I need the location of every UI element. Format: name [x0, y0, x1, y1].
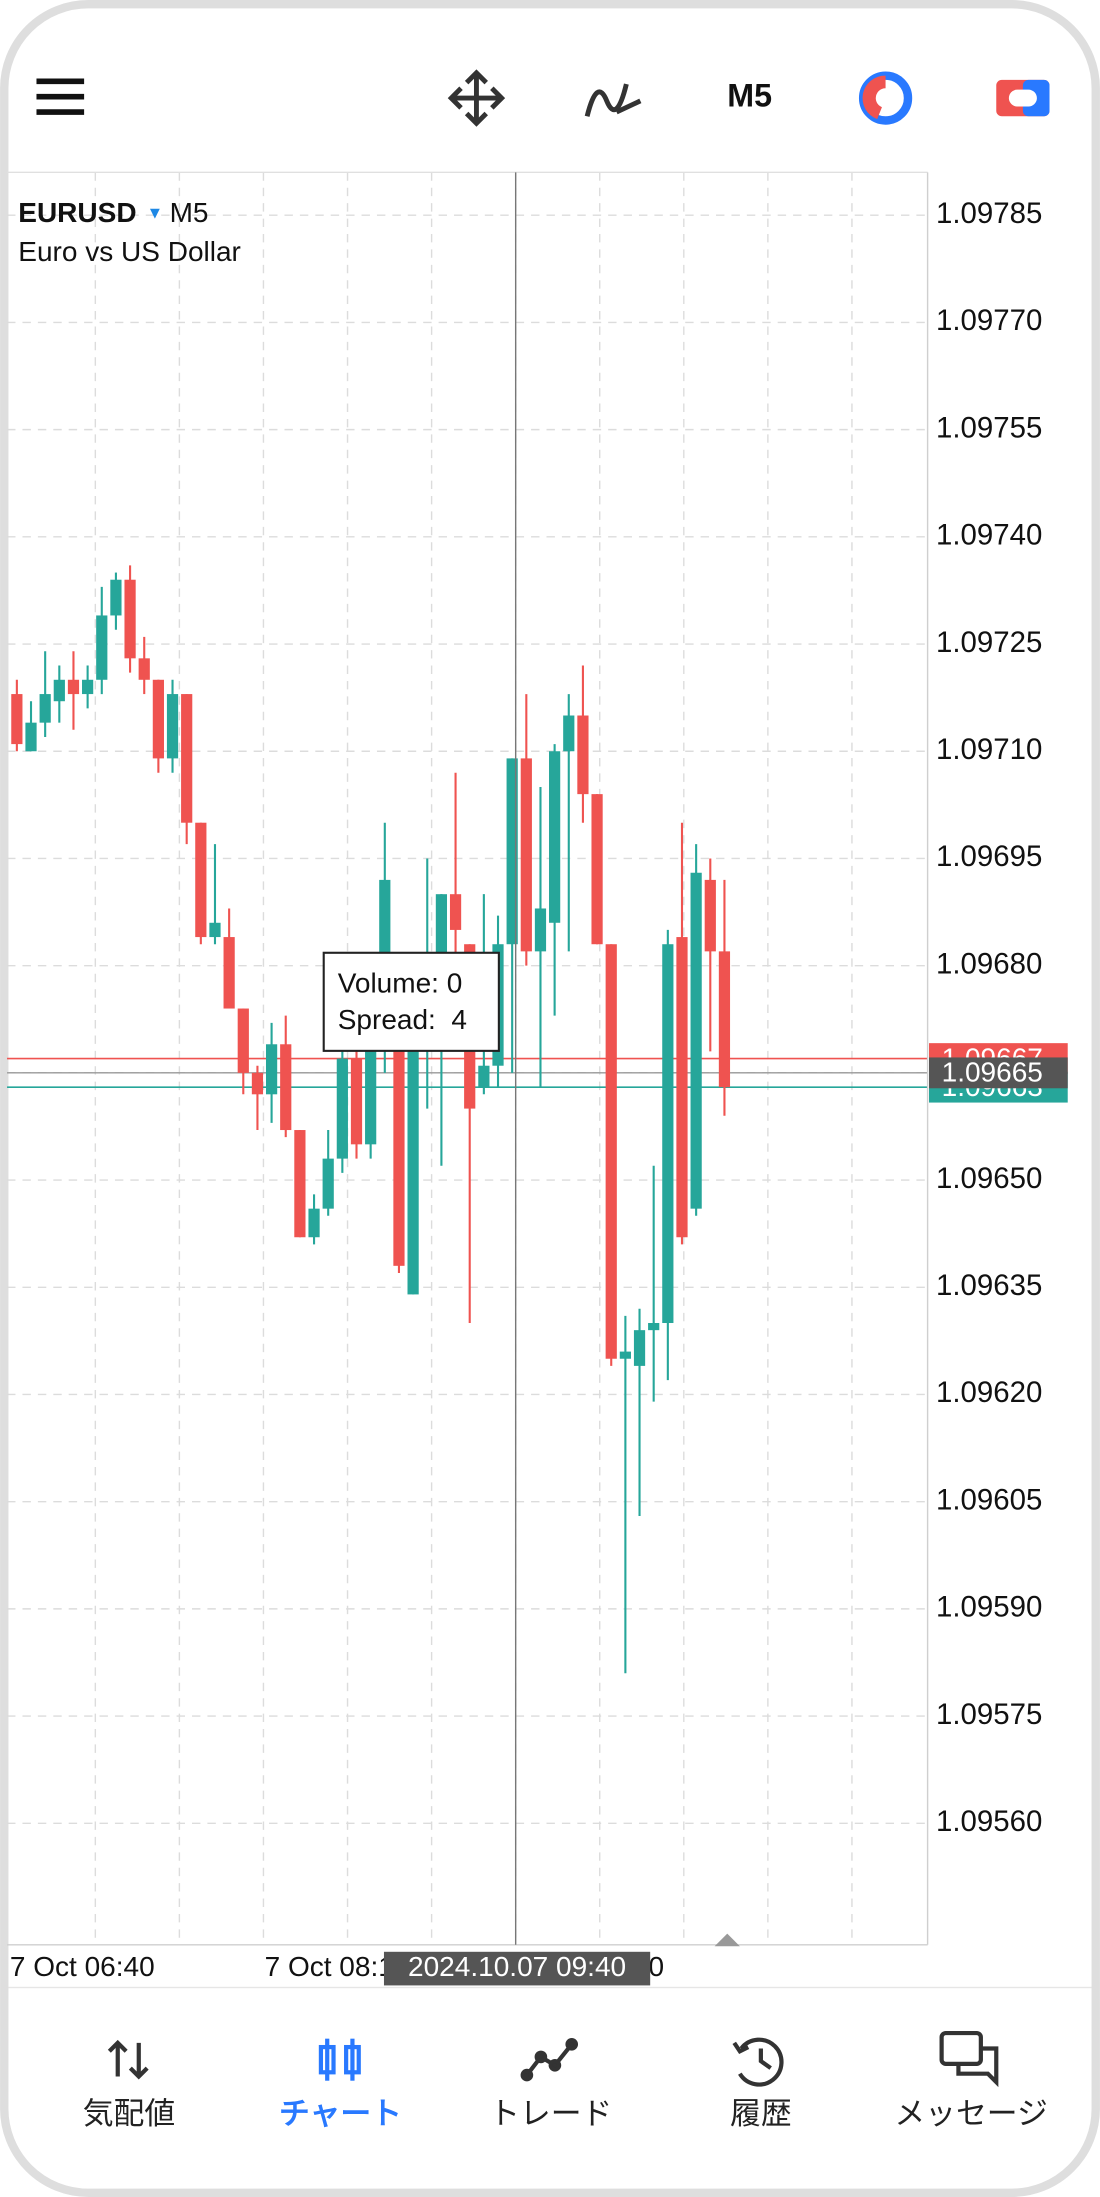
candle-body: [166, 694, 179, 759]
messages-icon: [939, 2030, 999, 2088]
candle-body: [633, 1330, 646, 1366]
bottom-nav: 気配値 チャート トレード 履歴 メッセージ: [83, 2096, 1048, 2131]
candle-body: [39, 694, 51, 723]
y-tick-label: 1.09725: [936, 626, 1042, 659]
candle-body: [223, 937, 235, 1009]
nav-icons: [107, 2030, 999, 2088]
candle-body: [82, 679, 94, 695]
y-tick-label: 1.09635: [936, 1269, 1042, 1302]
y-tick-label: 1.09680: [936, 947, 1042, 980]
candle-body: [11, 694, 23, 745]
y-tick-label: 1.09740: [936, 519, 1042, 552]
candle-body: [435, 894, 448, 980]
candle-body: [350, 1058, 363, 1145]
candle-body: [25, 722, 37, 752]
symbol[interactable]: EURUSD: [18, 197, 136, 228]
one-click-trading[interactable]: [858, 71, 913, 125]
y-tick-label: 1.09695: [936, 840, 1042, 873]
y-tick-label: 1.09755: [936, 411, 1042, 444]
candle-body: [449, 894, 462, 930]
nav-label[interactable]: 気配値: [83, 2096, 175, 2131]
nav-divider: [8, 1986, 1092, 1989]
x-tick-label: 7 Oct 06:40: [10, 1951, 155, 1982]
candle-body: [662, 944, 674, 1324]
candle-body: [53, 679, 65, 702]
candle-body: [138, 658, 150, 680]
indicator-tool[interactable]: [584, 83, 642, 117]
candle-body: [209, 922, 221, 938]
tooltip-volume: Volume: 0: [338, 967, 463, 998]
symbol-description: Euro vs US Dollar: [18, 236, 241, 267]
candle-body: [577, 715, 589, 795]
candle-body: [280, 1044, 292, 1131]
y-tick-label: 1.09605: [936, 1483, 1042, 1516]
candle-body: [152, 679, 164, 759]
candle-body: [520, 758, 532, 952]
nav-label[interactable]: トレード: [489, 2096, 612, 2131]
candle-body: [322, 1158, 334, 1209]
y-tick-label: 1.09785: [936, 197, 1042, 230]
candle-body: [251, 1072, 264, 1095]
candle-body: [605, 944, 617, 1359]
candle-body: [365, 1051, 377, 1145]
tooltip-spread: Spread: 4: [338, 1004, 467, 1035]
crosshair-time-box: [383, 1951, 651, 1986]
symbol-dropdown[interactable]: [149, 208, 160, 219]
candle-body: [478, 1065, 490, 1088]
nav-label[interactable]: チャート: [279, 2096, 402, 2131]
candle-body: [294, 1130, 306, 1238]
candle-body: [563, 715, 575, 752]
crosshair-price-label-box: [929, 1057, 1068, 1089]
candle-body: [549, 751, 561, 923]
chart-timeframe: M5: [170, 197, 209, 228]
nav-label[interactable]: 履歴: [730, 2096, 792, 2131]
candle-body: [393, 1037, 405, 1266]
candle-body: [181, 694, 193, 823]
candle-body: [195, 822, 207, 938]
quotes-icon: [107, 2039, 149, 2080]
history-icon: [732, 2037, 784, 2087]
y-tick-label: 1.09650: [936, 1162, 1042, 1195]
chart-icon: [318, 2038, 361, 2081]
crosshair-price-label: 1.09665: [942, 1057, 1043, 1088]
candle-body: [591, 794, 603, 945]
y-tick-label: 1.09770: [936, 304, 1042, 337]
candle-body: [407, 1037, 419, 1295]
candle-body: [676, 937, 688, 1238]
y-tick-label: 1.09620: [936, 1376, 1042, 1409]
candle-body: [619, 1351, 631, 1359]
crosshair-time-label: 2024.10.07 09:40: [408, 1951, 626, 1982]
menu-button[interactable]: [36, 78, 85, 115]
y-tick-label: 1.09590: [936, 1591, 1042, 1624]
candle-body: [96, 615, 108, 680]
crosshair-tool[interactable]: [447, 69, 506, 127]
candle-body: [690, 872, 702, 1209]
candle-body: [124, 579, 136, 659]
y-tick-label: 1.09560: [936, 1805, 1042, 1838]
y-tick-label: 1.09575: [936, 1698, 1042, 1731]
candle-body: [110, 579, 122, 616]
candle-body: [534, 908, 547, 952]
trade-toggle[interactable]: [996, 79, 1050, 117]
tooltip: Volume: 0 Spread: 4: [322, 951, 500, 1052]
nav-label[interactable]: メッセージ: [894, 2096, 1047, 2131]
candle-body: [648, 1323, 660, 1331]
candle-body: [718, 951, 731, 1088]
candle-body: [265, 1044, 278, 1095]
candle-body: [237, 1008, 249, 1073]
candle-body: [506, 758, 518, 945]
candle-body: [308, 1208, 320, 1238]
candle-body: [67, 679, 80, 695]
candle-body: [336, 1058, 348, 1159]
timeframe-button[interactable]: M5: [727, 78, 772, 114]
y-tick-label: 1.09710: [936, 733, 1042, 766]
trade-icon: [520, 2037, 579, 2082]
candle-body: [704, 879, 716, 952]
scroll-marker[interactable]: [714, 1933, 740, 1947]
